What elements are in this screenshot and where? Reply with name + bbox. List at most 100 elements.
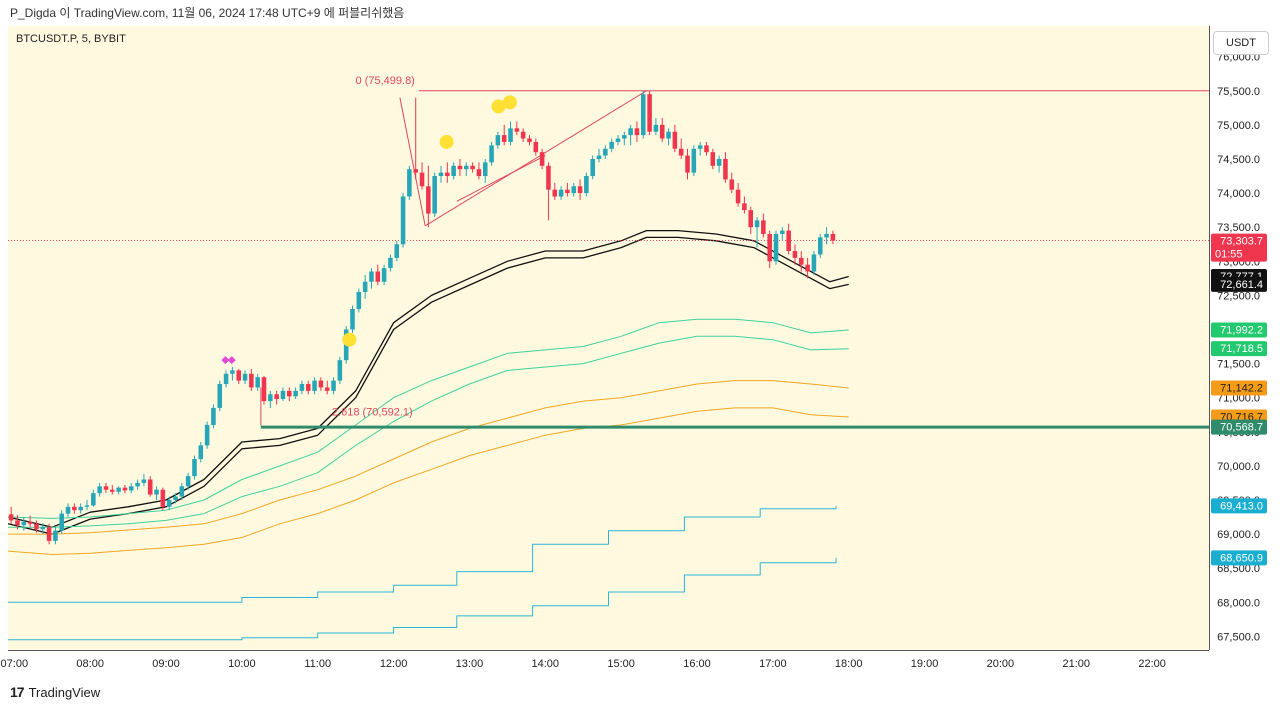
time-tick-label: 12:00 (380, 658, 408, 670)
candle-body (678, 148, 684, 156)
band-orange_lower (7, 407, 849, 555)
candle-body (324, 387, 330, 391)
signal-marker-circle (439, 134, 454, 149)
currency-button[interactable]: USDT (1213, 31, 1269, 55)
band-cyan_lower (8, 557, 837, 641)
candle-body (464, 165, 469, 170)
candle-body (375, 271, 381, 282)
candle-body (394, 244, 400, 258)
symbol-label: BTCUSDT.P, 5, BYBIT (16, 33, 126, 45)
candle-body (268, 394, 273, 402)
candle-body (312, 380, 317, 391)
price-tick-label: 74,000.0 (1217, 188, 1260, 200)
candle-body (147, 479, 153, 495)
candle-body (704, 145, 709, 153)
candle-body (653, 124, 659, 132)
time-tick-label: 09:00 (152, 658, 180, 670)
candle-body (748, 210, 753, 228)
chart-area[interactable] (8, 26, 1209, 650)
tradingview-footer: 17 TradingView (10, 684, 100, 700)
candle-body (305, 384, 311, 391)
trend-line (456, 155, 546, 202)
signal-marker-diamond (221, 356, 230, 365)
band-green_lower (8, 335, 849, 528)
time-axis[interactable] (8, 650, 1209, 677)
candle-body (426, 186, 431, 214)
price-tick-label: 67,500.0 (1217, 631, 1260, 643)
candle-body (628, 128, 633, 136)
candle-body (590, 158, 595, 177)
price-tick-label: 72,500.0 (1217, 290, 1260, 302)
price-tick-label: 75,000.0 (1217, 120, 1260, 132)
price-tag-label: 68,650.9 (1220, 552, 1263, 564)
time-tick-label: 17:00 (759, 658, 787, 670)
time-tick-label: 08:00 (76, 658, 104, 670)
candle-body (230, 370, 235, 374)
candle-body (482, 162, 488, 177)
fib-label-0: 0 (75,499.8) (356, 75, 415, 87)
candle-body (223, 373, 229, 385)
candle-body (236, 370, 241, 381)
candle-body (388, 257, 393, 269)
candle-body (571, 186, 577, 194)
candle-body (729, 179, 735, 190)
candle-body (792, 251, 798, 258)
candle-body (141, 479, 147, 483)
candle-body (211, 407, 216, 425)
candle-body (255, 377, 260, 388)
price-tag-label: 71,992.2 (1220, 325, 1263, 337)
candle-body (331, 380, 336, 391)
band-cyan_upper (8, 505, 837, 603)
candle-body (122, 487, 128, 491)
candle-body (596, 155, 602, 159)
time-tick-label: 16:00 (683, 658, 711, 670)
candle-body (21, 521, 27, 526)
candle-body (287, 390, 292, 397)
candle-body (166, 499, 172, 507)
candle-body (78, 506, 83, 511)
candle-body (179, 486, 185, 497)
candle-body (27, 521, 33, 524)
candle-body (817, 237, 823, 255)
candle-body (647, 94, 652, 132)
price-tag-label: 71,142.2 (1220, 382, 1263, 394)
candle-body (419, 172, 425, 187)
candle-body (520, 131, 526, 139)
candle-body (723, 158, 728, 180)
time-tick-label: 07:00 (1, 658, 29, 670)
price-axis[interactable] (1209, 26, 1280, 650)
candle-body (445, 172, 450, 177)
candle-body (400, 196, 406, 245)
candle-body (154, 489, 159, 495)
price-tick-label: 75,500.0 (1217, 86, 1260, 98)
candle-body (381, 268, 387, 282)
price-tag-countdown: 01:55 (1215, 249, 1243, 261)
candle-body (97, 486, 102, 494)
candle-body (799, 257, 804, 265)
candle-body (15, 520, 20, 526)
time-tick-label: 13:00 (456, 658, 484, 670)
candle-body (8, 514, 14, 521)
candle-body (716, 158, 722, 166)
candle-body (116, 487, 121, 492)
tradingview-brand: TradingView (28, 684, 101, 700)
candle-body (514, 128, 520, 132)
candle-body (249, 373, 254, 388)
band-black_upper (7, 229, 849, 528)
time-tick-label: 21:00 (1062, 658, 1090, 670)
candle-body (697, 145, 703, 149)
candle-body (318, 380, 324, 388)
price-tag-bg (1211, 322, 1267, 338)
candle-body (622, 135, 627, 139)
candle-body (672, 131, 678, 149)
tradingview-logo-icon: 17 (10, 684, 25, 700)
time-tick-label: 19:00 (911, 658, 939, 670)
candle-body (198, 445, 204, 460)
candle-body (577, 186, 583, 194)
price-tick-label: 74,500.0 (1217, 154, 1260, 166)
price-tag-label: 73,303.7 (1220, 236, 1263, 248)
candle-body (552, 189, 558, 197)
candle-body (830, 234, 836, 241)
candle-body (659, 124, 665, 139)
candle-body (438, 172, 444, 177)
